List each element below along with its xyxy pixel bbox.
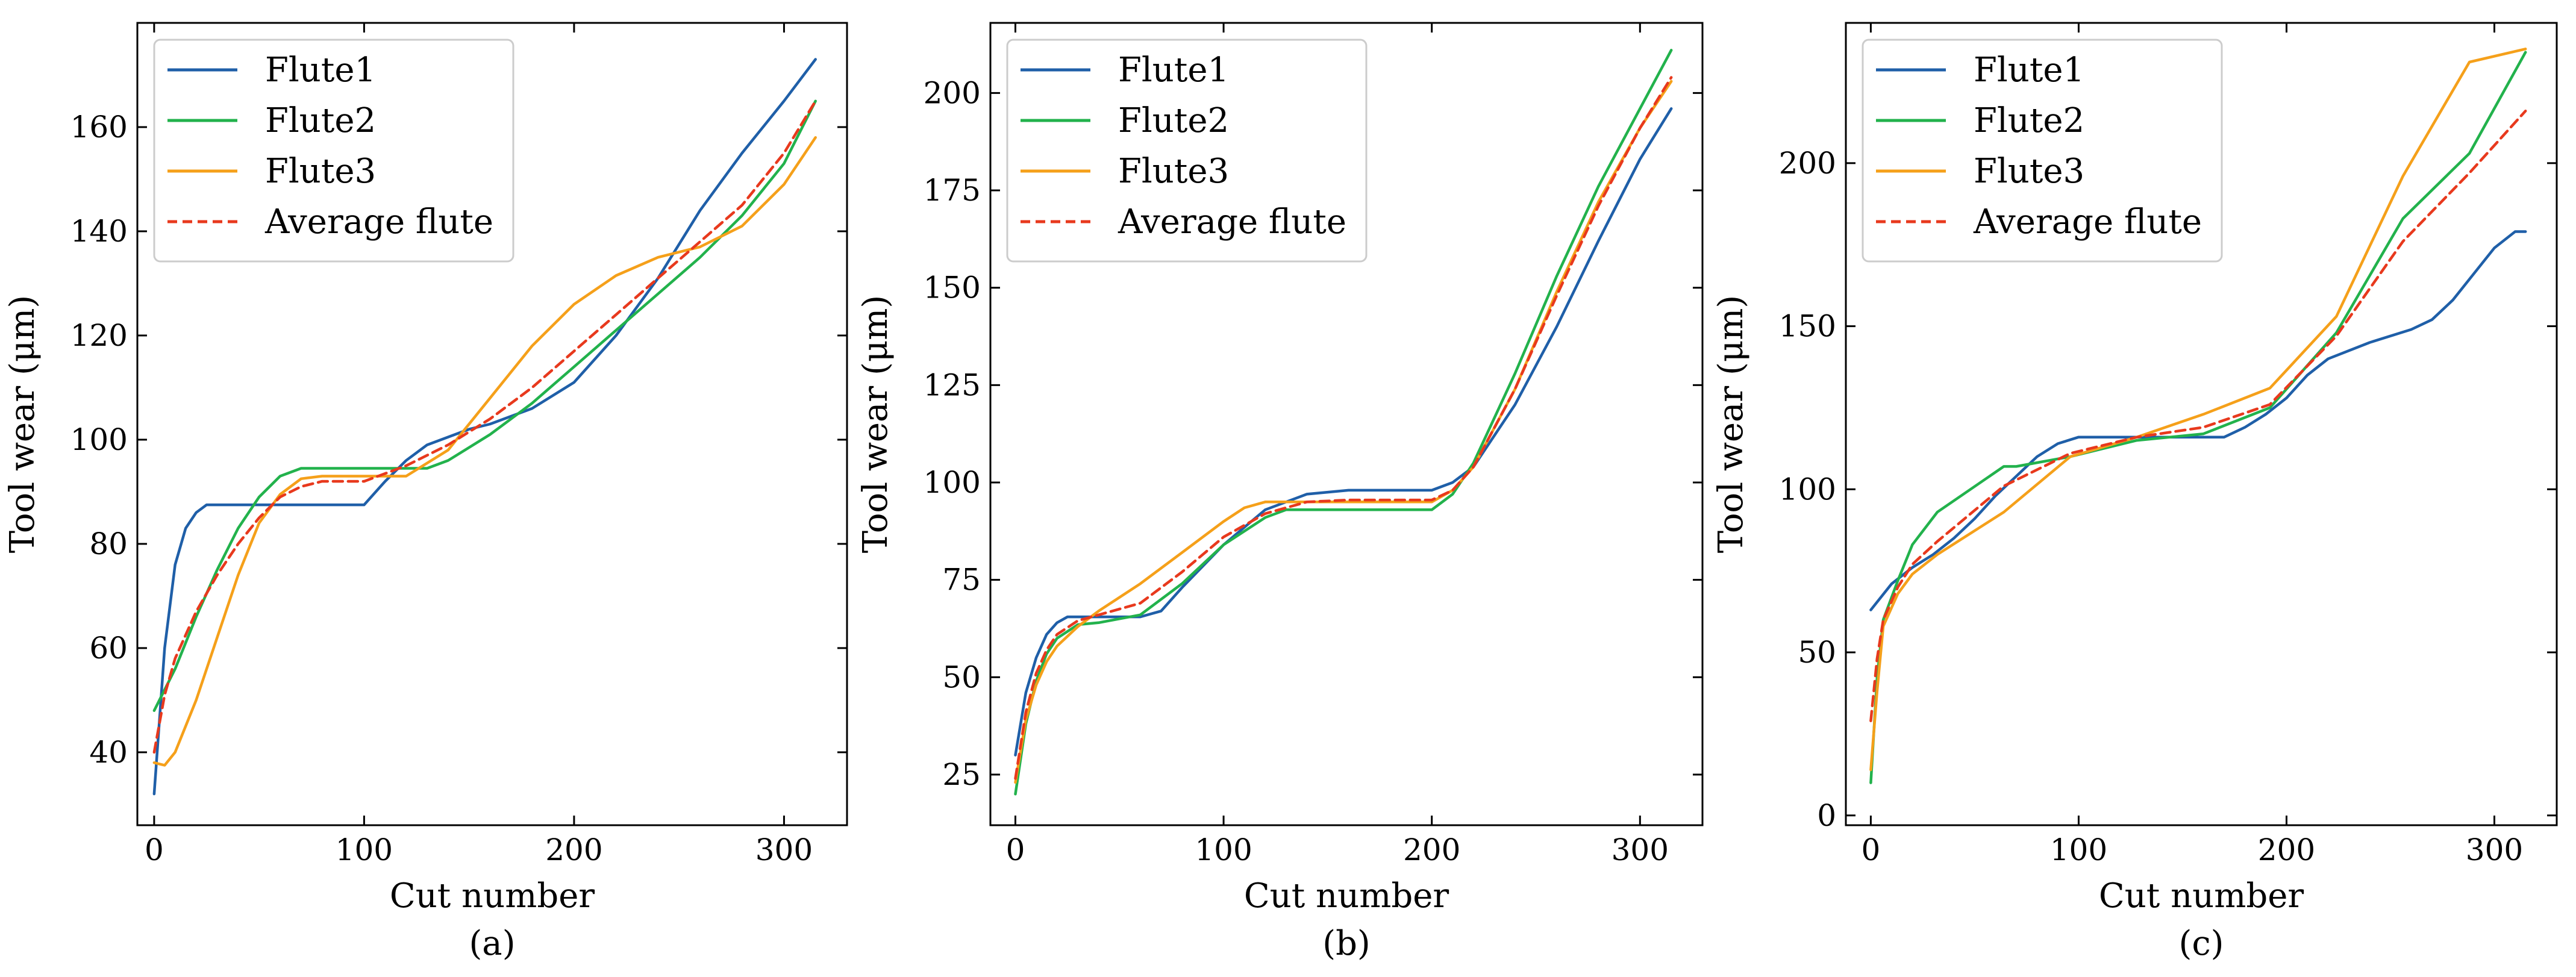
- legend-label: Flute2: [1118, 101, 1229, 140]
- x-axis-title: Cut number: [1244, 876, 1449, 916]
- x-tick-label: 200: [2258, 832, 2315, 867]
- series-group: [152, 58, 817, 796]
- y-tick-label: 200: [1779, 146, 1836, 181]
- subplot-caption: (a): [469, 924, 515, 963]
- legend-label: Average flute: [264, 202, 493, 242]
- y-tick-label: 50: [1798, 635, 1836, 670]
- legend-label: Flute1: [1118, 51, 1229, 90]
- legend-label: Flute3: [265, 152, 376, 191]
- x-tick-label: 100: [2050, 832, 2107, 867]
- series-line-average-flute: [1869, 109, 2527, 722]
- y-tick-label: 160: [70, 110, 128, 145]
- x-tick-label: 200: [1403, 832, 1460, 867]
- series-line-flute3: [152, 136, 817, 767]
- y-tick-label: 50: [942, 660, 981, 695]
- plot-frame: [989, 22, 1704, 826]
- x-tick-label: 100: [336, 832, 393, 867]
- y-tick-label: 100: [70, 422, 128, 457]
- series-line-flute1: [1869, 230, 2527, 611]
- y-tick-label: 40: [89, 735, 128, 770]
- subplot-c: 0 100 200 300 0 50 100 150 200 Cut number Tool wea…: [1712, 22, 2558, 963]
- y-tick-label: 100: [924, 465, 981, 500]
- y-tick-label: 60: [89, 631, 128, 666]
- y-tick-label: 80: [89, 526, 128, 561]
- x-tick-label: 300: [755, 832, 813, 867]
- subplot-caption: (b): [1322, 924, 1371, 963]
- y-tick-label: 200: [924, 75, 981, 110]
- legend-label: Flute1: [1974, 51, 2084, 90]
- legend-label: Flute2: [1974, 101, 2084, 140]
- x-tick-label: 0: [145, 832, 164, 867]
- legend-box: [153, 39, 514, 263]
- legend-label: Average flute: [1973, 202, 2202, 242]
- legend-label: Flute3: [1118, 152, 1229, 191]
- y-tick-label: 120: [70, 318, 128, 353]
- x-axis-title: Cut number: [2099, 876, 2304, 916]
- x-tick-label: 100: [1195, 832, 1252, 867]
- y-tick-label: 140: [70, 214, 128, 249]
- legend-label: Flute1: [265, 51, 376, 90]
- y-axis-title: Tool wear (μm): [1712, 295, 1751, 553]
- y-tick-label: 75: [942, 563, 981, 598]
- legend-label: Flute2: [265, 101, 376, 140]
- subplot-b: 0 100 200 300 25 50 75 100 125 150 175 200 Cut numbe…: [856, 22, 1704, 963]
- legend: Flute1 Flute2 Flute3 Average flute: [153, 39, 514, 263]
- y-axis-title: Tool wear (μm): [3, 295, 42, 553]
- legend: Flute1 Flute2 Flute3 Average flute: [1862, 39, 2223, 263]
- y-tick-label: 25: [942, 757, 981, 792]
- x-tick-label: 0: [1006, 832, 1025, 867]
- series-line-flute2: [1014, 49, 1673, 796]
- series-group: [1869, 48, 2527, 784]
- legend-box: [1006, 39, 1368, 263]
- series-line-average-flute: [1014, 76, 1673, 780]
- y-tick-label: 150: [1779, 309, 1836, 344]
- y-axis-title: Tool wear (μm): [856, 295, 895, 553]
- y-tick-label: 0: [1817, 798, 1836, 833]
- x-tick-label: 300: [1612, 832, 1669, 867]
- x-tick-label: 0: [1861, 832, 1880, 867]
- legend-label: Average flute: [1118, 202, 1346, 242]
- legend-label: Flute3: [1974, 152, 2084, 191]
- x-tick-label: 200: [545, 832, 602, 867]
- x-axis-title: Cut number: [390, 876, 595, 916]
- plot-frame: [1845, 22, 2558, 826]
- x-tick-label: 300: [2466, 832, 2523, 867]
- series-group: [1014, 49, 1673, 796]
- legend: Flute1 Flute2 Flute3 Average flute: [1006, 39, 1368, 263]
- subplot-caption: (c): [2178, 924, 2224, 963]
- legend-box: [1862, 39, 2223, 263]
- plot-frame: [136, 22, 848, 826]
- subplot-a: 0 100 200 300 40 60 80 100 120 140 160 Cut number To…: [3, 22, 848, 963]
- y-tick-label: 125: [924, 367, 981, 402]
- series-line-average-flute: [152, 99, 817, 754]
- series-line-flute3: [1869, 48, 2527, 772]
- y-tick-label: 175: [924, 173, 981, 208]
- y-tick-label: 150: [924, 270, 981, 305]
- y-tick-label: 100: [1779, 472, 1836, 507]
